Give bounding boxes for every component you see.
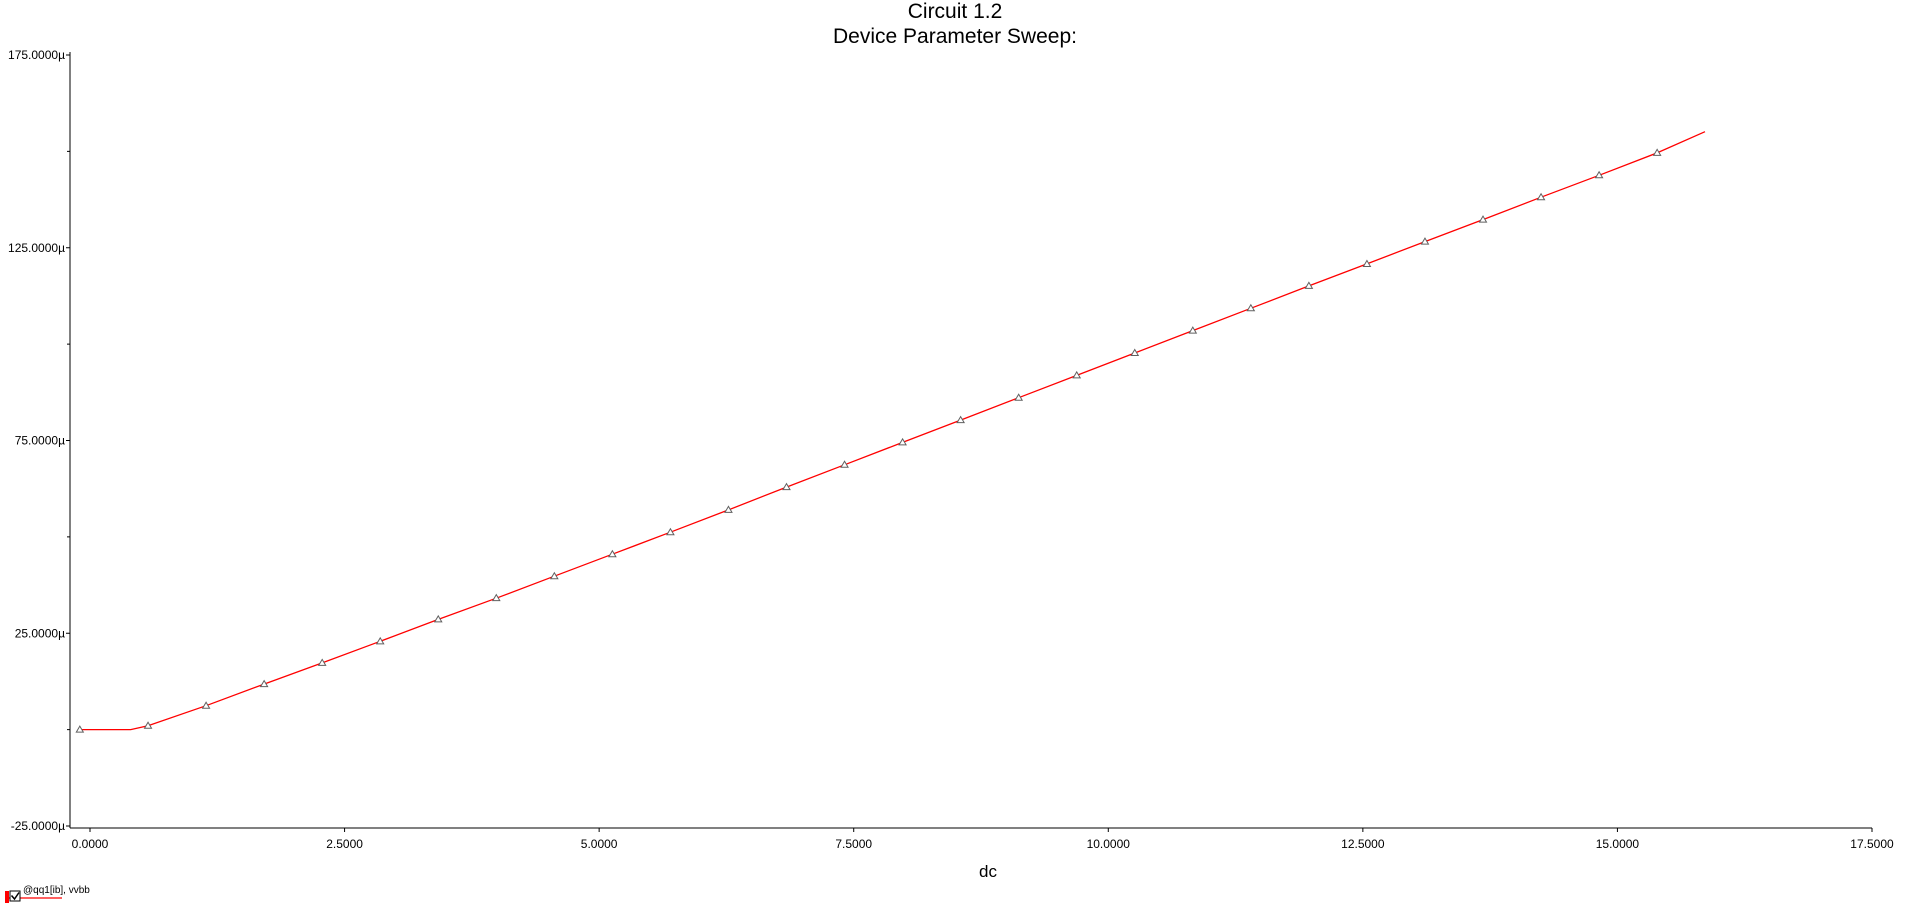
legend[interactable]: @qq1[ib], vvbb xyxy=(5,885,90,903)
data-point-marker xyxy=(1478,215,1488,223)
data-point-marker xyxy=(143,721,153,729)
data-point-marker xyxy=(1072,370,1082,379)
data-point-marker xyxy=(1536,192,1546,201)
x-tick-label: 17.5000 xyxy=(1850,837,1894,851)
data-point-marker xyxy=(491,593,501,602)
y-tick-label: 25.0000µ xyxy=(15,626,65,640)
data-point-marker xyxy=(433,614,443,623)
data-point-marker xyxy=(201,701,211,709)
data-point-marker xyxy=(898,437,907,446)
legend-label: @qq1[ib], vvbb xyxy=(23,885,90,896)
data-point-marker xyxy=(1420,237,1430,245)
series-group xyxy=(75,131,1706,733)
data-point-marker xyxy=(317,658,327,666)
x-axis-label: dc xyxy=(979,862,997,881)
y-tick-label: 125.0000µ xyxy=(8,241,65,255)
data-point-marker xyxy=(608,549,617,558)
data-point-marker xyxy=(956,415,966,424)
data-point-marker xyxy=(549,571,559,580)
chart-subtitle: Device Parameter Sweep: xyxy=(833,25,1077,48)
x-ticks: 0.0000 2.5000 5.0000 7.5000 10.0000 12.5000 15… xyxy=(72,828,1894,851)
y-tick-label: -25.0000µ xyxy=(11,819,65,833)
data-point-marker xyxy=(724,505,733,513)
data-point-marker xyxy=(782,482,791,491)
y-tick-label: 175.0000µ xyxy=(8,48,65,62)
chart-title: Circuit 1.2 xyxy=(908,0,1003,23)
data-point-marker xyxy=(1014,393,1024,401)
data-point-marker xyxy=(259,679,269,688)
x-tick-label: 12.5000 xyxy=(1341,837,1385,851)
data-point-marker xyxy=(840,460,849,468)
data-point-marker xyxy=(75,725,85,733)
x-tick-label: 5.0000 xyxy=(581,837,618,851)
checkmark-icon xyxy=(10,892,20,901)
series-line xyxy=(79,131,1706,731)
data-point-marker xyxy=(1246,303,1256,312)
data-point-marker xyxy=(1304,281,1314,289)
data-point-marker xyxy=(1594,170,1604,179)
data-point-marker xyxy=(375,636,385,645)
y-tick-label: 75.0000µ xyxy=(15,434,65,448)
x-tick-label: 2.5000 xyxy=(326,837,363,851)
data-point-marker xyxy=(666,527,675,536)
x-tick-label: 7.5000 xyxy=(835,837,872,851)
x-tick-label: 15.0000 xyxy=(1596,837,1640,851)
data-point-marker xyxy=(1188,326,1198,334)
data-point-marker xyxy=(1130,348,1140,356)
x-tick-label: 10.0000 xyxy=(1087,837,1131,851)
data-point-marker xyxy=(1652,148,1662,156)
x-tick-label: 0.0000 xyxy=(72,837,109,851)
legend-checkbox[interactable] xyxy=(9,890,21,902)
legend-color-marker xyxy=(5,891,9,903)
data-point-marker xyxy=(1362,259,1372,267)
y-ticks: -25.0000µ 25.0000µ 75.0000µ 125.0000µ 175.00… xyxy=(8,48,70,833)
